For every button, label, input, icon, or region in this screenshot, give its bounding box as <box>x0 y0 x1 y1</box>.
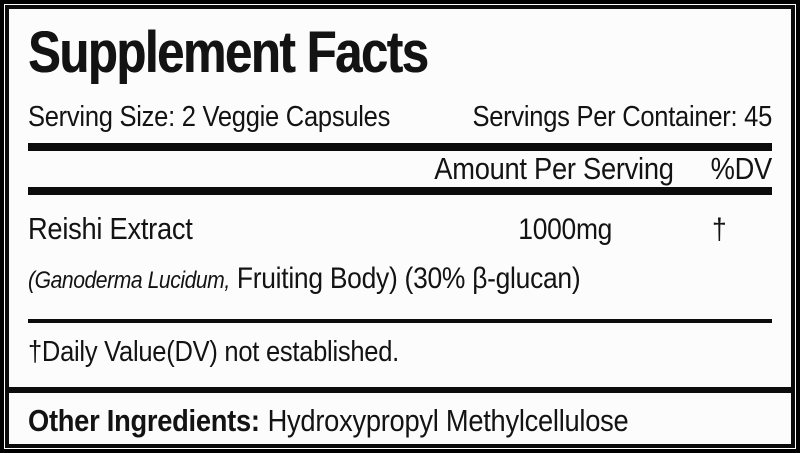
facts-panel: Supplement Facts Serving Size: 2 Veggie … <box>5 5 795 448</box>
serving-size-text: Serving Size: 2 Veggie Capsules <box>28 101 391 133</box>
ingredient-name: Reishi Extract <box>28 211 193 246</box>
percent-dv-header: %DV <box>710 151 773 186</box>
amount-per-serving-header: Amount Per Serving <box>434 151 674 186</box>
divider-under-header <box>28 187 772 195</box>
footnote-row: †Daily Value(DV) not established. <box>9 332 791 372</box>
ingredient-detail-text: Fruiting Body) (30% β-glucan) <box>229 262 581 295</box>
panel-title: Supplement Facts <box>28 20 429 85</box>
ingredient-row: Reishi Extract 1000mg † <box>9 207 791 252</box>
ingredient-latin-name: (Ganoderma Lucidum, <box>28 267 230 294</box>
ingredient-dv-dagger: † <box>711 213 727 246</box>
divider-top-thick <box>28 143 772 151</box>
other-ingredients-row: Other Ingredients: Hydroxypropyl Methylce… <box>9 393 791 440</box>
other-ingredients-value: Hydroxypropyl Methylcellulose <box>267 403 629 438</box>
servings-per-container-text: Servings Per Container: 45 <box>472 101 772 133</box>
ingredient-detail-row: (Ganoderma Lucidum, Fruiting Body) (30% … <box>9 258 791 302</box>
serving-row: Serving Size: 2 Veggie Capsules Servings… <box>9 99 791 135</box>
divider-other-ingredients <box>9 387 791 393</box>
label-sheet: Supplement Facts Serving Size: 2 Veggie … <box>4 4 796 449</box>
daily-value-footnote: †Daily Value(DV) not established. <box>28 336 399 368</box>
title-row: Supplement Facts <box>9 23 791 83</box>
divider-above-footnote <box>28 319 772 323</box>
other-ingredients-label: Other Ingredients: <box>28 403 260 438</box>
ingredient-amount: 1000mg <box>518 213 613 246</box>
column-header-row: Amount Per Serving %DV <box>9 151 791 187</box>
